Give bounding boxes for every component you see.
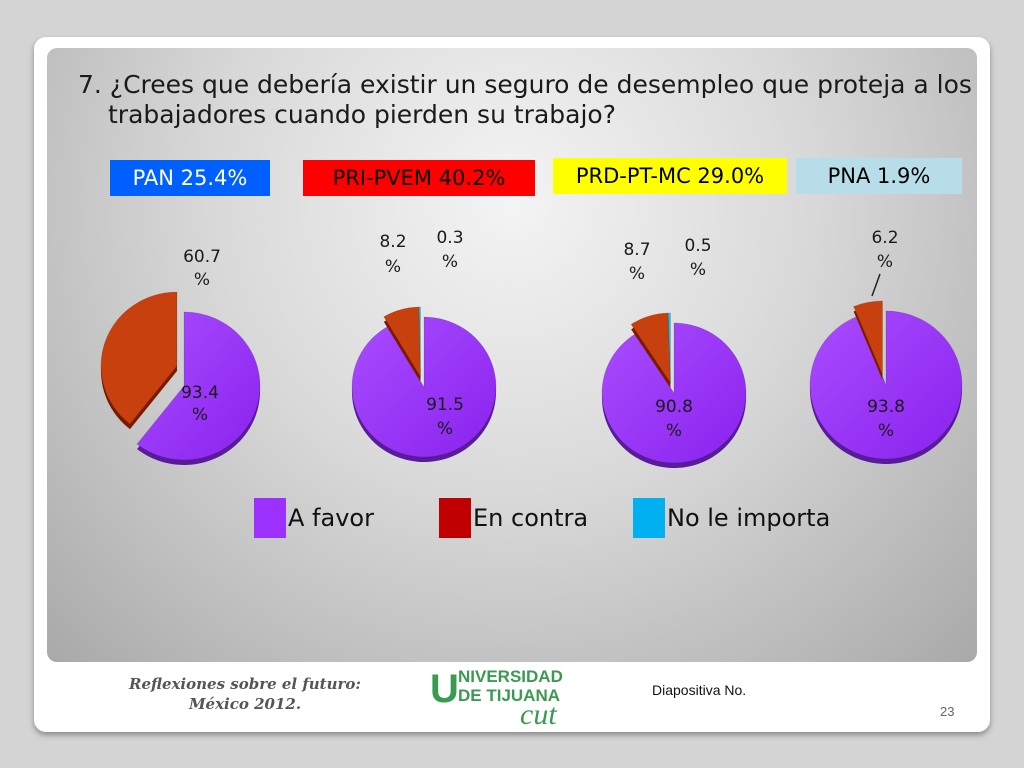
- pie-0-slice-a-favor: [136, 311, 261, 461]
- pie-1-slice-no-le-importa: [418, 306, 421, 378]
- pie-2-label-contra-value: 8.7: [623, 240, 650, 260]
- pie-2-label-favor-value: 90.8: [655, 397, 693, 417]
- footer-title-line2: México 2012.: [188, 695, 302, 713]
- pie-3-slice-en-contra: [853, 300, 883, 376]
- pie-2-slice-no-le-importa: [667, 312, 671, 384]
- pie-1-label-contra-unit: %: [385, 257, 401, 277]
- pie-2-slice-en-contra: [630, 312, 671, 385]
- pie-2-label-noimporta-unit: %: [690, 260, 706, 280]
- logo-line1: NIVERSIDAD: [458, 667, 563, 686]
- pie-0-slice-en-contra: [100, 291, 178, 425]
- slide-number: 23: [940, 704, 955, 719]
- pie-2-label-favor-unit: %: [666, 421, 682, 441]
- pie-1-slice-en-contra: [383, 306, 421, 379]
- pie-0-label-contra-unit: %: [194, 270, 210, 290]
- legend-item-no-le-importa: No le importa: [633, 498, 853, 538]
- pie-2-label-contra-unit: %: [629, 264, 645, 284]
- pie-1-label-favor-unit: %: [437, 419, 453, 439]
- pie-1-label-noimporta-value: 0.3: [436, 228, 463, 248]
- legend-item-a-favor: A favor: [254, 498, 404, 538]
- legend-label-a-favor: A favor: [288, 504, 374, 532]
- pie-3-label-contra-value: 6.2: [871, 228, 898, 248]
- pie-2-slice-a-favor: [601, 322, 747, 464]
- party-label-pri-pvem: PRI-PVEM 40.2%: [303, 160, 535, 196]
- pie-1-slice-a-favor: [351, 316, 497, 458]
- pie-3-label-favor-value: 93.8: [867, 397, 905, 417]
- pie-0-label-favor-unit: %: [192, 405, 208, 425]
- pie-3-label-contra-unit: %: [877, 252, 893, 272]
- logo-line2: DE TIJUANA: [458, 686, 560, 705]
- university-logo: U NIVERSIDAD DE TIJUANA cut: [430, 667, 563, 726]
- pie-0-label-contra-value: 60.7: [183, 247, 221, 267]
- logo-letter-u: U: [430, 667, 459, 711]
- pie-3-leader-line: [871, 273, 881, 297]
- legend-label-en-contra: En contra: [473, 504, 589, 532]
- footer-title-line1: Reflexiones sobre el futuro:: [129, 675, 361, 693]
- logo-cut: cut: [520, 698, 557, 726]
- pie-1-label-contra-value: 8.2: [379, 232, 406, 252]
- slide-label: Diapositiva No.: [652, 682, 747, 698]
- footer-title: Reflexiones sobre el futuro: México 2012…: [100, 674, 390, 714]
- legend-swatch-en-contra: [439, 498, 471, 538]
- party-label-pna: PNA 1.9%: [796, 158, 962, 194]
- pie-2-label-noimporta-value: 0.5: [684, 236, 711, 256]
- question-text: 7. ¿Crees que debería existir un seguro …: [78, 70, 972, 129]
- party-label-prd-pt-mc: PRD-PT-MC 29.0%: [553, 158, 787, 194]
- pie-3-slice-a-favor: [809, 310, 963, 460]
- pie-3-label-favor-unit: %: [878, 421, 894, 441]
- legend-swatch-no-le-importa: [633, 498, 665, 538]
- party-label-pan: PAN 25.4%: [110, 160, 270, 196]
- legend-swatch-a-favor: [254, 498, 286, 538]
- legend-label-no-le-importa: No le importa: [667, 504, 831, 532]
- pie-0-label-favor-value: 93.4: [181, 383, 219, 403]
- pie-1-label-noimporta-unit: %: [442, 252, 458, 272]
- legend-item-en-contra: En contra: [439, 498, 609, 538]
- pie-1-label-favor-value: 91.5: [426, 395, 464, 415]
